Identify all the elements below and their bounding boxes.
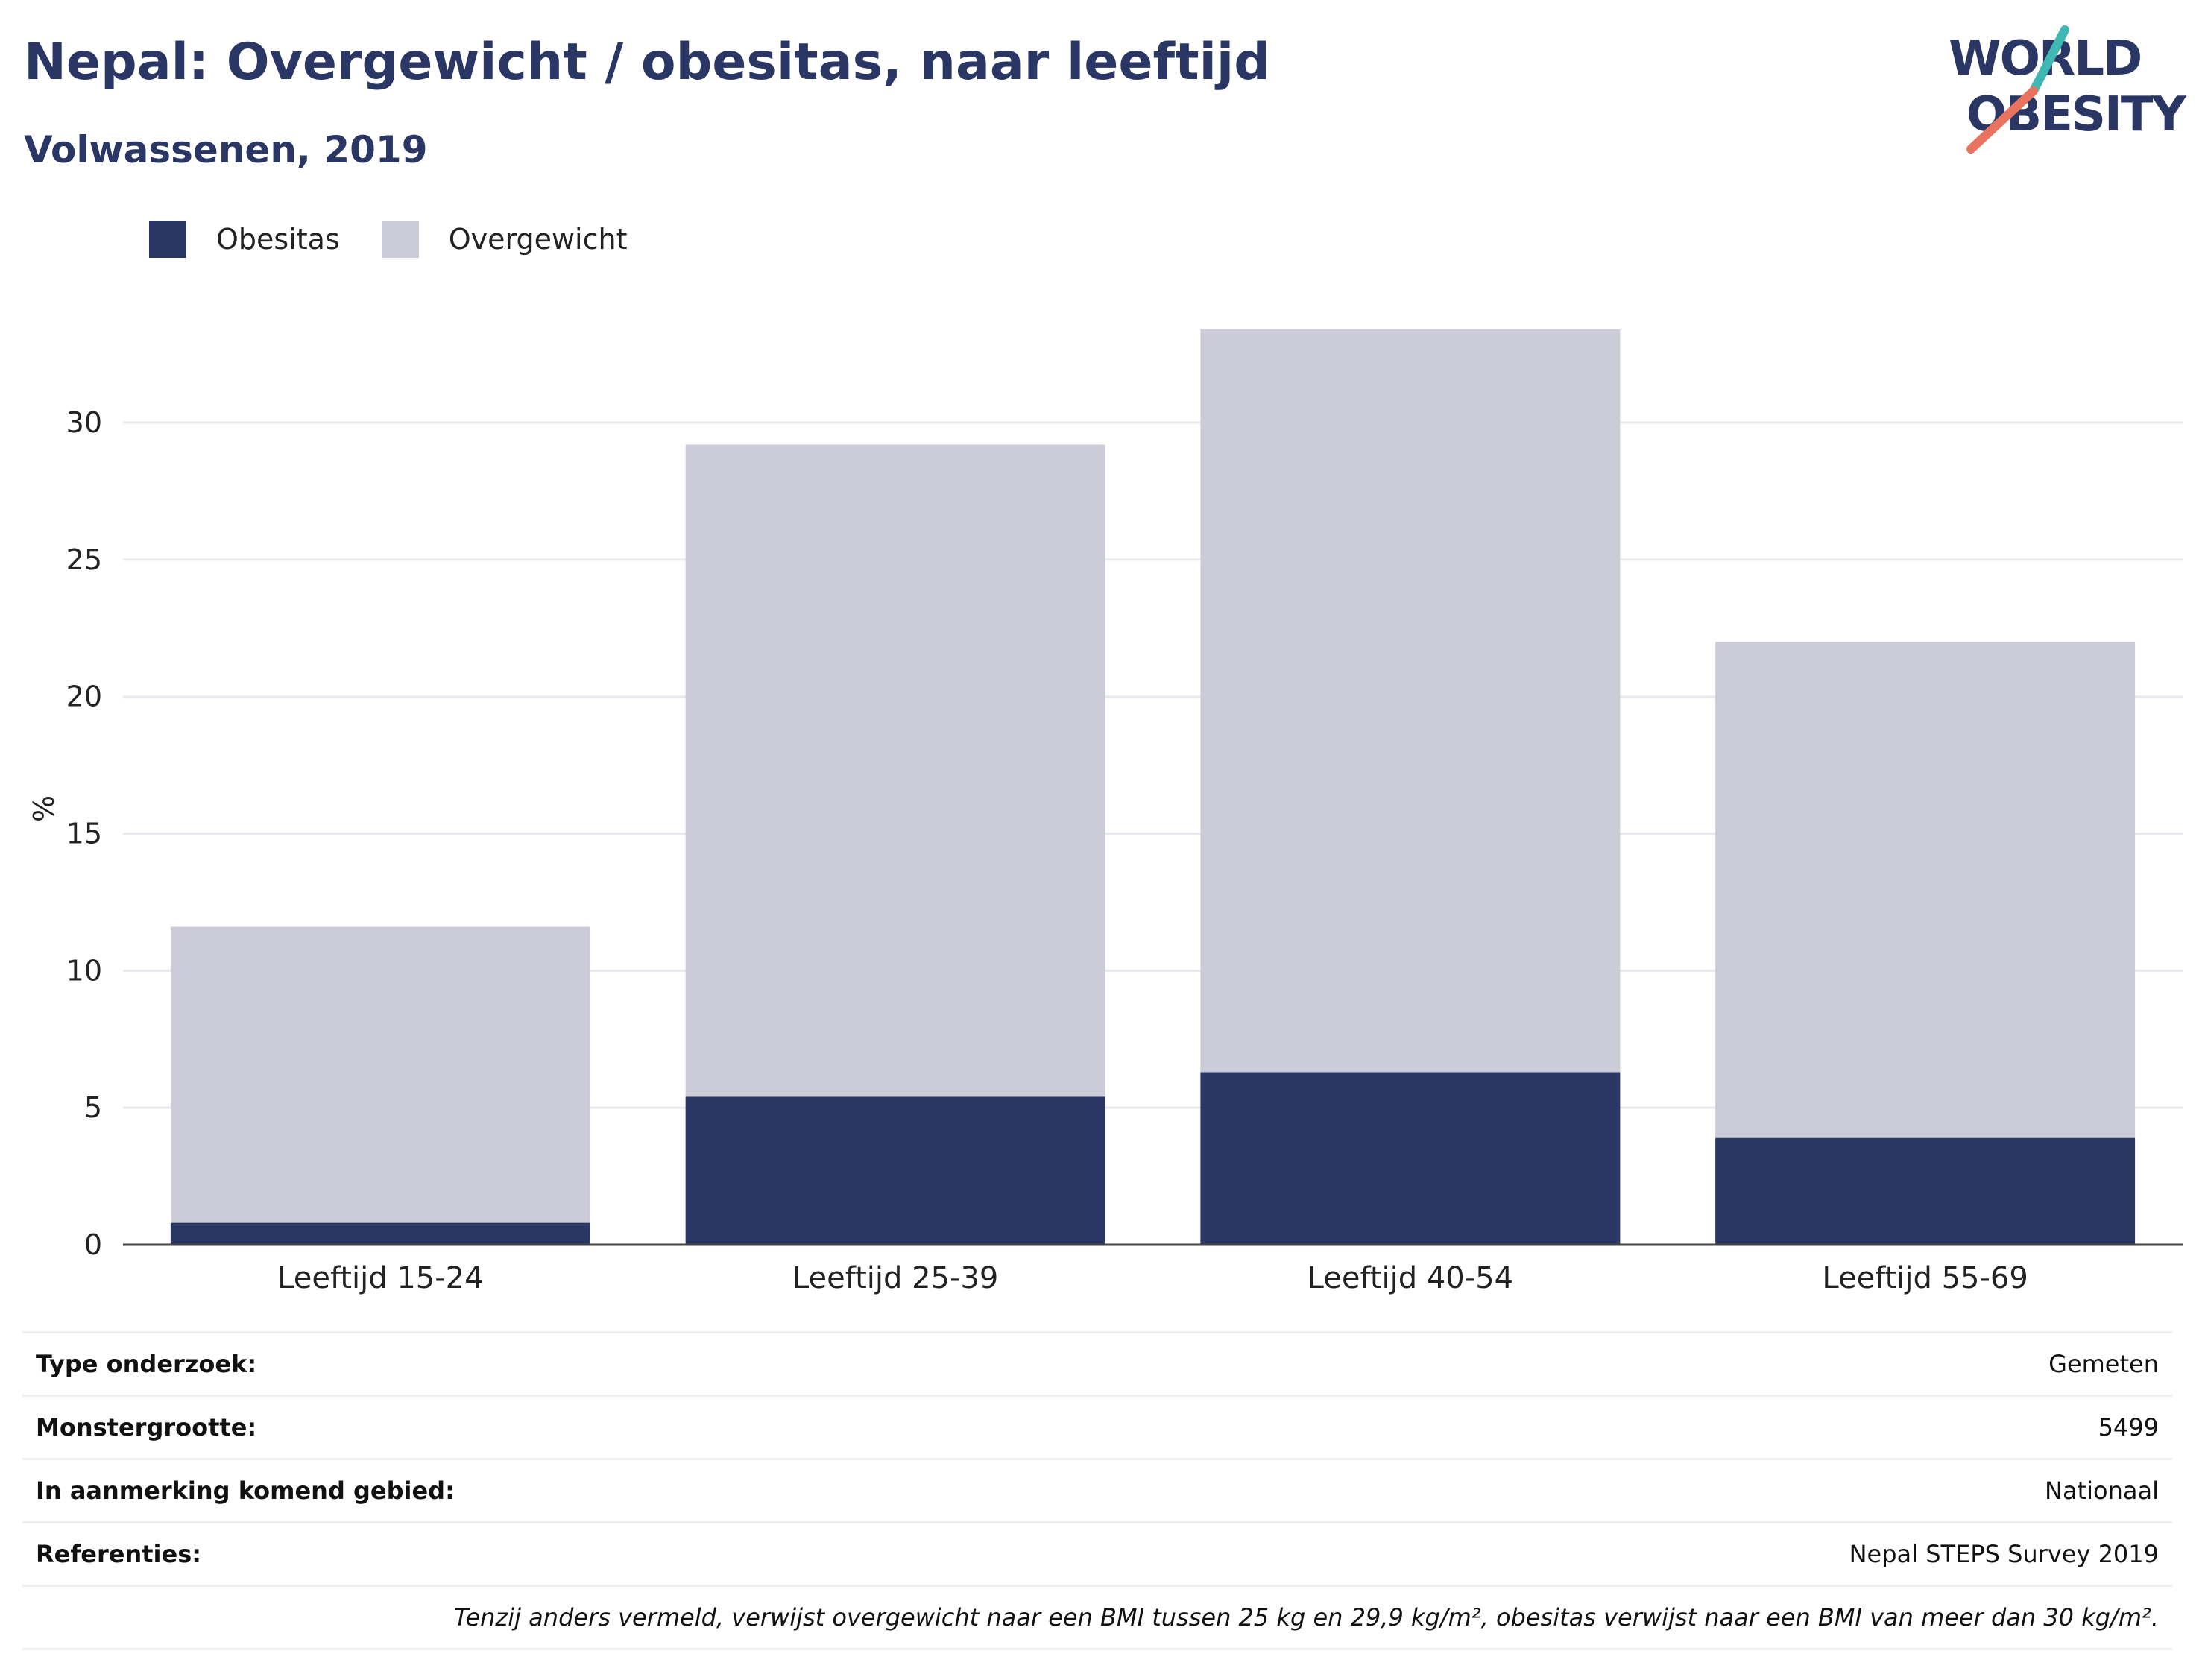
y-tick-label: 10 <box>66 954 102 987</box>
y-axis-label: % <box>28 795 60 822</box>
y-tick-label: 20 <box>66 680 102 713</box>
stacked-bar-chart: 0 5 10 15 20 25 30 Leeftijd 15-24 Leeftijd 25-39… <box>28 329 2183 1295</box>
info-value: Gemeten <box>2048 1350 2159 1378</box>
footnote-text: Tenzij anders vermeld, verwijst overgewi… <box>453 1603 2159 1632</box>
info-value: Nepal STEPS Survey 2019 <box>1849 1540 2159 1568</box>
info-value: 5499 <box>2098 1413 2159 1441</box>
page-subtitle: Volwassenen, 2019 <box>24 128 428 171</box>
info-label: Monstergrootte: <box>36 1413 257 1441</box>
info-row-sample-size: Monstergrootte: 5499 <box>22 1395 2172 1458</box>
info-label: In aanmerking komend gebied: <box>36 1477 455 1505</box>
info-row-area: In aanmerking komend gebied: Nationaal <box>22 1458 2172 1521</box>
bar-obesitas-1 <box>685 1096 1105 1245</box>
x-tick-label: Leeftijd 25-39 <box>792 1261 998 1295</box>
legend-label-obesitas: Obesitas <box>216 223 340 256</box>
legend-label-overgewicht: Overgewicht <box>448 223 628 256</box>
bar-obesitas-0 <box>170 1222 590 1245</box>
y-tick-label: 5 <box>84 1091 102 1124</box>
bar-overgewicht-2 <box>1200 329 1621 1073</box>
legend-swatch-overgewicht <box>381 221 419 258</box>
y-tick-label: 0 <box>84 1228 102 1261</box>
info-label: Referenties: <box>36 1540 202 1568</box>
legend-item-overgewicht: Overgewicht <box>381 221 628 258</box>
world-obesity-logo: WORLD OBESITY <box>1949 25 2188 154</box>
info-label: Type onderzoek: <box>36 1350 257 1378</box>
bar-overgewicht-3 <box>1715 642 2136 1138</box>
y-tick-label: 25 <box>66 543 102 576</box>
logo-line-2: OBESITY <box>1966 87 2186 142</box>
info-row-references: Referenties: Nepal STEPS Survey 2019 <box>22 1521 2172 1585</box>
info-footnote: Tenzij anders vermeld, verwijst overgewi… <box>22 1585 2172 1650</box>
bar-overgewicht-1 <box>685 444 1105 1097</box>
y-tick-label: 15 <box>66 818 102 850</box>
page-title: Nepal: Overgewicht / obesitas, naar leef… <box>24 33 1270 92</box>
bar-obesitas-3 <box>1715 1137 2136 1245</box>
x-tick-label: Leeftijd 15-24 <box>277 1261 483 1295</box>
info-row-type: Type onderzoek: Gemeten <box>22 1331 2172 1395</box>
survey-info-table: Type onderzoek: Gemeten Monstergrootte: … <box>22 1331 2172 1650</box>
bar-overgewicht-0 <box>170 926 590 1223</box>
chart-legend: Obesitas Overgewicht <box>149 221 669 258</box>
x-tick-label: Leeftijd 40-54 <box>1307 1261 1513 1295</box>
y-tick-label: 30 <box>66 406 102 439</box>
bars <box>170 329 2136 1245</box>
legend-swatch-obesitas <box>149 221 186 258</box>
x-tick-label: Leeftijd 55-69 <box>1822 1261 2028 1295</box>
info-value: Nationaal <box>2045 1477 2159 1505</box>
legend-item-obesitas: Obesitas <box>149 221 340 258</box>
bar-obesitas-2 <box>1200 1072 1621 1245</box>
axes: 0 5 10 15 20 25 30 Leeftijd 15-24 Leeftijd 25-39… <box>66 406 2183 1295</box>
